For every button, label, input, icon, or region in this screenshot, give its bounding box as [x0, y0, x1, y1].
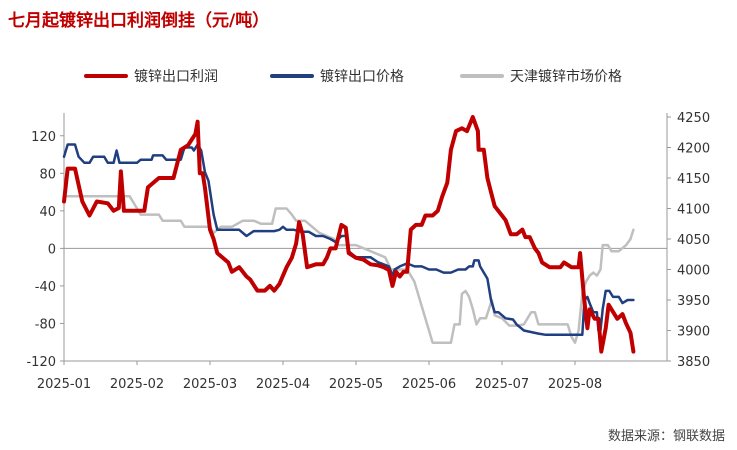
x-tick-label: 2025-03: [183, 377, 237, 392]
y-right-tick-label: 3900: [677, 325, 710, 340]
y-right-tick-label: 4200: [677, 142, 710, 157]
legend-swatch-profit: [84, 74, 128, 78]
y-left-tick-label: 80: [39, 167, 56, 182]
legend-swatch-export: [270, 74, 314, 78]
legend-label-export: 镀锌出口价格: [320, 69, 404, 85]
legend-item-profit: 镀锌出口利润: [84, 66, 218, 86]
series-line-tianjin: [62, 195, 635, 344]
x-tick-label: 2025-02: [110, 377, 164, 392]
x-tick-label: 2025-01: [37, 377, 91, 392]
y-right-tick-label: 4250: [677, 111, 710, 126]
x-tick-label: 2025-04: [256, 377, 310, 392]
y-right-tick-label: 3850: [677, 355, 710, 370]
x-tick-label: 2025-05: [329, 377, 383, 392]
y-right-tick-label: 4150: [677, 172, 710, 187]
y-left-tick-label: 0: [48, 242, 56, 257]
legend: 镀锌出口利润 镀锌出口价格 天津镀锌市场价格: [0, 66, 737, 86]
y-right-tick-label: 4100: [677, 203, 710, 218]
source-note: 数据来源：钢联数据: [607, 429, 725, 444]
y-left-tick-label: -120: [26, 355, 56, 370]
series-line-profit: [62, 115, 636, 354]
legend-item-export: 镀锌出口价格: [270, 66, 404, 86]
y-right-tick-label: 4000: [677, 264, 710, 279]
y-left-tick-label: 40: [39, 205, 56, 220]
chart-title: 七月起镀锌出口利润倒挂（元/吨）: [8, 11, 270, 31]
legend-label-profit: 镀锌出口利润: [134, 69, 218, 85]
legend-swatch-tianjin: [460, 74, 504, 78]
x-tick-label: 2025-07: [475, 377, 529, 392]
series-line-export: [62, 143, 635, 337]
legend-label-tianjin: 天津镀锌市场价格: [510, 69, 622, 85]
y-right-tick-label: 3950: [677, 294, 710, 309]
x-tick-label: 2025-08: [548, 377, 602, 392]
y-left-tick-label: -40: [35, 280, 56, 295]
x-tick-label: 2025-06: [402, 377, 456, 392]
y-right-tick-label: 4050: [677, 233, 710, 248]
legend-item-tianjin: 天津镀锌市场价格: [460, 66, 622, 86]
y-left-tick-label: 120: [31, 130, 56, 145]
y-left-tick-label: -80: [35, 317, 56, 332]
